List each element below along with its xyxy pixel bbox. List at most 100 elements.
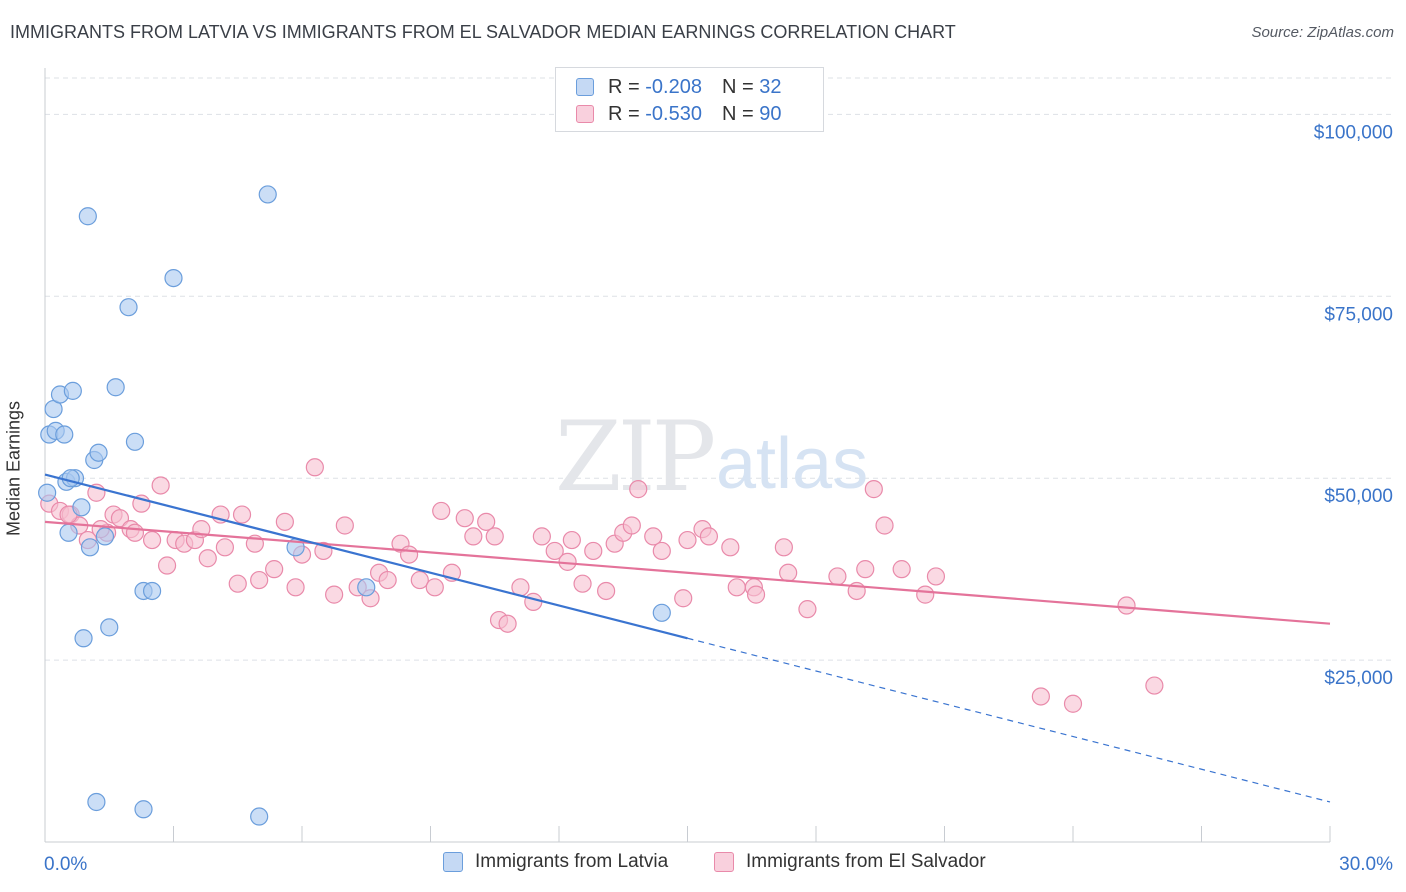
latvia-point <box>61 469 80 488</box>
elsalvador-n-label: N = <box>721 102 754 125</box>
elsalvador-point <box>250 570 269 590</box>
y-tick-label: $50,000 <box>1324 486 1393 507</box>
y-tick-label: $100,000 <box>1314 122 1393 143</box>
elsalvador-point <box>477 512 496 531</box>
elsalvador-point <box>746 585 766 604</box>
elsalvador-point <box>1063 694 1083 713</box>
elsalvador-point <box>622 516 641 535</box>
elsalvador-point <box>892 560 911 579</box>
elsalvador-point <box>215 538 234 557</box>
elsalvador-trend-line <box>44 520 1331 625</box>
latvia-point <box>89 443 108 462</box>
elsalvador-point <box>524 592 543 611</box>
elsalvador-point <box>325 585 344 604</box>
legend-row-elsalvador: R = -0.530 N = 90 <box>576 100 781 128</box>
latvia-swatch <box>576 78 594 96</box>
elsalvador-point <box>562 530 581 550</box>
elsalvador-point <box>644 527 663 546</box>
latvia-point <box>106 378 125 397</box>
latvia-trend-extension <box>687 637 1331 803</box>
latvia-trend-line <box>44 473 688 640</box>
elsalvador-point <box>464 527 483 546</box>
latvia-legend-swatch <box>443 852 463 872</box>
elsalvador-legend-swatch <box>714 852 734 872</box>
legend-item-elsalvador[interactable]: Immigrants from El Salvador <box>714 851 986 873</box>
grid-lines <box>45 77 1395 661</box>
elsalvador-point <box>232 505 252 524</box>
latvia-n-label: N = <box>721 75 754 98</box>
latvia-point <box>357 578 376 597</box>
elsalvador-point <box>1031 687 1050 706</box>
latvia-point <box>142 581 162 601</box>
elsalvador-point <box>828 567 847 586</box>
elsalvador-point <box>864 480 883 499</box>
latvia-point <box>38 483 57 502</box>
elsalvador-point <box>573 574 592 593</box>
y-tick-label: $25,000 <box>1324 668 1393 689</box>
elsalvador-point <box>455 509 474 528</box>
elsalvador-point <box>856 560 875 579</box>
latvia-point <box>59 523 78 542</box>
elsalvador-point <box>678 530 697 550</box>
elsalvador-point <box>335 516 354 535</box>
latvia-point <box>95 527 115 546</box>
latvia-point <box>80 538 100 557</box>
elsalvador-point <box>265 560 284 579</box>
legend-row-latvia: R = -0.208 N = 32 <box>576 73 781 101</box>
elsalvador-point <box>485 527 504 546</box>
latvia-point <box>100 618 119 637</box>
elsalvador-point <box>652 541 671 561</box>
elsalvador-point <box>286 578 305 597</box>
latvia-r-label: R = <box>608 75 640 98</box>
elsalvador-point <box>228 574 247 593</box>
elsalvador-point <box>916 585 935 604</box>
elsalvador-point <box>545 541 564 561</box>
elsalvador-point <box>157 556 177 575</box>
latvia-point <box>87 792 106 812</box>
elsalvador-point <box>305 458 324 477</box>
elsalvador-point <box>275 512 294 531</box>
x-tick-label-min: 0.0% <box>44 854 87 875</box>
elsalvador-point <box>875 516 894 535</box>
elsalvador-point <box>151 476 170 495</box>
elsalvador-point <box>779 563 798 582</box>
latvia-point <box>134 800 153 819</box>
legend-item-latvia[interactable]: Immigrants from Latvia <box>443 851 668 873</box>
latvia-point <box>78 207 97 226</box>
chart-title: IMMIGRANTS FROM LATVIA VS IMMIGRANTS FRO… <box>10 22 956 42</box>
latvia-point <box>125 432 145 451</box>
latvia-point <box>55 425 74 444</box>
axes <box>44 68 1331 843</box>
elsalvador-legend-label: Immigrants from El Salvador <box>746 851 986 872</box>
latvia-n-value: 32 <box>759 75 782 98</box>
latvia-point <box>258 185 277 204</box>
watermark: ZIP atlas <box>555 401 868 513</box>
latvia-point <box>72 498 91 517</box>
elsalvador-point <box>198 549 217 568</box>
trend-lines <box>44 473 1331 803</box>
latvia-point <box>164 268 183 288</box>
latvia-point <box>74 629 93 648</box>
elsalvador-r-value: -0.530 <box>645 102 702 125</box>
elsalvador-point <box>399 545 419 564</box>
elsalvador-point <box>926 567 946 586</box>
elsalvador-point <box>410 570 429 590</box>
elsalvador-n-value: 90 <box>759 102 782 125</box>
elsalvador-point <box>125 523 145 542</box>
elsalvador-point <box>727 578 746 597</box>
elsalvador-point <box>629 480 648 499</box>
elsalvador-point <box>674 589 693 608</box>
elsalvador-point <box>142 530 162 550</box>
latvia-point <box>63 381 82 400</box>
correlation-legend: R = -0.208 N = 32 R = -0.530 N = 90 <box>555 67 824 132</box>
y-axis-label-text: Median Earnings <box>3 400 24 537</box>
elsalvador-point <box>584 541 603 561</box>
elsalvador-point <box>432 501 451 521</box>
y-tick-label: $75,000 <box>1324 304 1393 325</box>
elsalvador-point <box>1117 596 1136 615</box>
latvia-point <box>652 603 671 622</box>
elsalvador-point <box>425 578 444 597</box>
watermark-atlas: atlas <box>716 424 868 504</box>
elsalvador-point <box>498 614 517 633</box>
